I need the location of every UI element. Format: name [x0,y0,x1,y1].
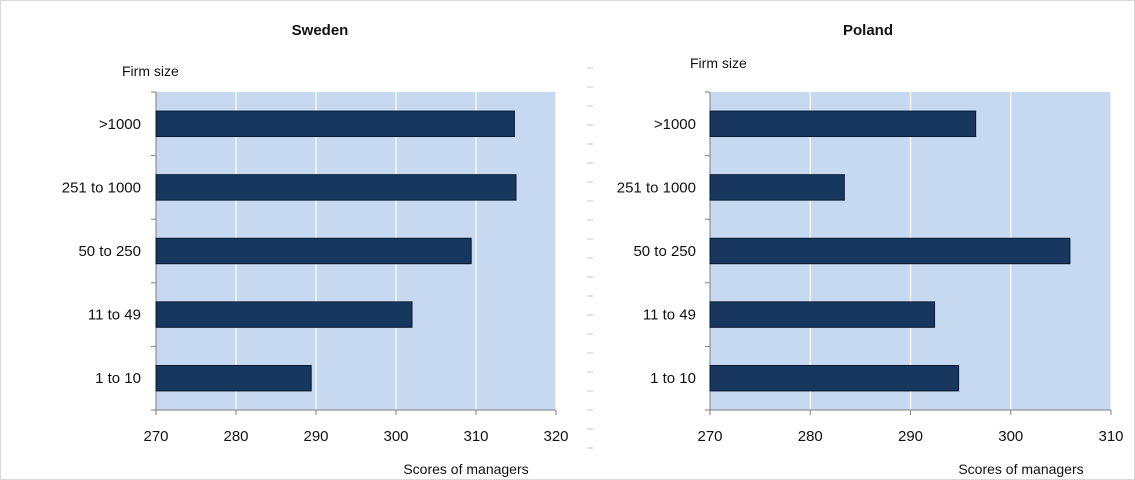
x-tick-label: 310 [463,428,488,445]
y-tick-label: 11 to 49 [643,307,696,324]
y-tick-label: 251 to 1000 [617,179,696,196]
y-tick-label: 1 to 10 [95,370,141,387]
x-tick-label: 290 [303,428,328,445]
chart-title: Poland [843,22,893,39]
x-tick-label: 270 [697,428,722,445]
bar [155,110,515,138]
y-tick-label: 50 to 250 [78,243,141,260]
y-tick-label: 11 to 49 [88,307,141,324]
chart-panel-sweden: Sweden Firm size Scores of managers 270 2… [62,22,569,477]
chart-panel-poland: Poland Firm size Scores of managers 270 2… [617,22,1124,477]
x-tick-label: 280 [798,428,823,445]
x-tick-label: 310 [1098,428,1123,445]
x-tick-label: 300 [998,428,1023,445]
y-axis-label: Firm size [690,55,747,71]
y-tick-label: 50 to 250 [633,243,696,260]
bar [709,174,845,201]
bar [709,237,1071,265]
bar [155,301,413,328]
x-tick-label: 290 [898,428,923,445]
x-tick-label: 280 [223,428,248,445]
panel-divider-marks [587,67,593,449]
x-tick-label: 300 [383,428,408,445]
y-tick-label: 251 to 1000 [62,179,141,196]
y-tick-label: >1000 [654,116,696,133]
bar [709,110,977,138]
chart-title: Sweden [292,22,349,39]
y-tick-label: >1000 [99,116,141,133]
y-tick-label: 1 to 10 [650,370,696,387]
x-tick-label: 320 [543,428,568,445]
bar [155,364,312,392]
y-axis-label: Firm size [122,63,179,79]
plot-area: 270 280 290 300 310 >1000 251 to 1000 50 to 250… [617,91,1124,445]
bar [709,301,936,328]
plot-area: 270 280 290 300 310 320 >1000 251 to 1000 50 to … [62,91,569,445]
x-axis-label: Scores of managers [403,461,528,477]
bar [709,364,960,392]
x-tick-label: 270 [143,428,168,445]
x-axis-label: Scores of managers [958,461,1083,477]
bar [155,174,517,201]
bar [155,237,472,265]
